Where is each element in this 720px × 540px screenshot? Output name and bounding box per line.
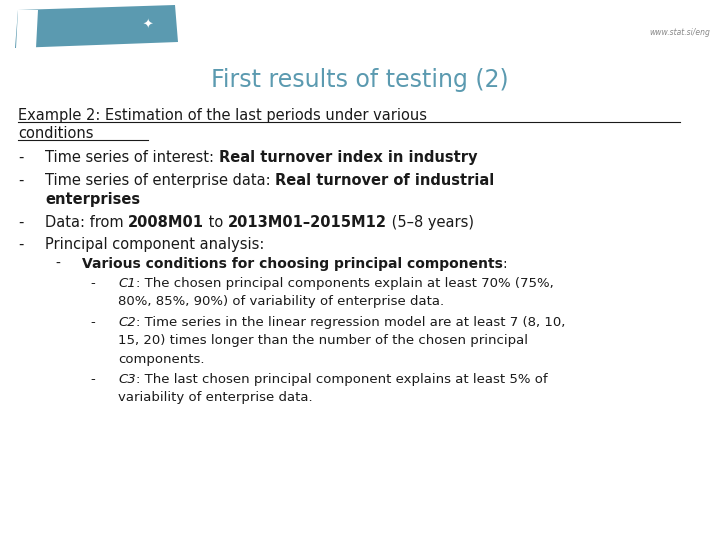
Text: : The chosen principal components explain at least 70% (75%,: : The chosen principal components explai… bbox=[135, 276, 554, 290]
Text: -: - bbox=[90, 276, 95, 290]
Text: 15, 20) times longer than the number of the chosen principal: 15, 20) times longer than the number of … bbox=[118, 334, 528, 347]
Text: conditions: conditions bbox=[18, 126, 94, 141]
Polygon shape bbox=[15, 5, 178, 48]
Text: -: - bbox=[18, 215, 23, 230]
Text: variability of enterprise data.: variability of enterprise data. bbox=[118, 392, 312, 404]
Text: Principal component analysis:: Principal component analysis: bbox=[45, 237, 264, 252]
Text: to: to bbox=[204, 215, 228, 230]
Text: Real turnover index in industry: Real turnover index in industry bbox=[219, 150, 477, 165]
Text: Time series of enterprise data:: Time series of enterprise data: bbox=[45, 173, 275, 188]
Text: www.stat.si/eng: www.stat.si/eng bbox=[649, 28, 710, 37]
Text: -: - bbox=[18, 173, 23, 188]
Text: (5–8 years): (5–8 years) bbox=[387, 215, 474, 230]
Text: -: - bbox=[18, 150, 23, 165]
Text: enterprises: enterprises bbox=[45, 192, 140, 207]
Text: : The last chosen principal component explains at least 5% of: : The last chosen principal component ex… bbox=[135, 373, 547, 386]
Text: Data: from: Data: from bbox=[45, 215, 128, 230]
Text: Real turnover of industrial: Real turnover of industrial bbox=[275, 173, 495, 188]
Text: 2008M01: 2008M01 bbox=[128, 215, 204, 230]
Text: -: - bbox=[90, 315, 95, 328]
Text: : Time series in the linear regression model are at least 7 (8, 10,: : Time series in the linear regression m… bbox=[135, 315, 565, 328]
Text: Time series of interest:: Time series of interest: bbox=[45, 150, 219, 165]
Text: Example 2: Estimation of the last periods under various: Example 2: Estimation of the last period… bbox=[18, 108, 427, 123]
Text: Various conditions for choosing principal components: Various conditions for choosing principa… bbox=[82, 257, 503, 271]
Text: 2013M01–2015M12: 2013M01–2015M12 bbox=[228, 215, 387, 230]
Text: ✦: ✦ bbox=[143, 18, 153, 31]
Text: C1: C1 bbox=[118, 276, 135, 290]
Text: components.: components. bbox=[118, 353, 204, 366]
Text: 80%, 85%, 90%) of variability of enterprise data.: 80%, 85%, 90%) of variability of enterpr… bbox=[118, 295, 444, 308]
Text: -: - bbox=[90, 373, 95, 386]
Polygon shape bbox=[16, 10, 38, 48]
Text: -: - bbox=[55, 257, 60, 271]
Text: First results of testing (2): First results of testing (2) bbox=[211, 68, 509, 92]
Text: C3: C3 bbox=[118, 373, 135, 386]
Text: :: : bbox=[503, 257, 508, 271]
Text: C2: C2 bbox=[118, 315, 135, 328]
Text: -: - bbox=[18, 237, 23, 252]
